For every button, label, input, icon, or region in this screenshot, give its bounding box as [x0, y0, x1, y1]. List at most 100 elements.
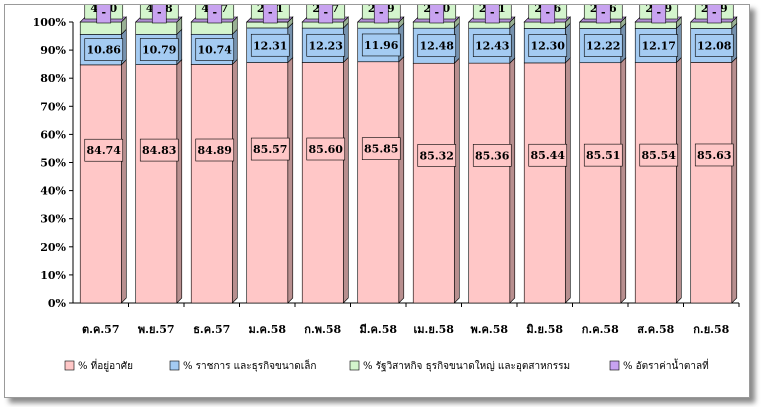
data-label-series-4-box: [262, 5, 278, 24]
data-label-series-1: 85.54: [642, 149, 677, 162]
data-label-series-2: 12.22: [586, 40, 620, 53]
legend-swatch-3: [349, 360, 360, 371]
data-label-series-4: -: [268, 6, 273, 19]
data-label-series-1-box: [417, 144, 457, 167]
data-label-series-4: -: [601, 6, 606, 19]
bar-side-1: [287, 56, 294, 304]
data-label-series-2-box: [472, 34, 512, 57]
legend-label-4: % อัตราค่าน้ำตาลที่: [623, 358, 709, 372]
data-label-series-2: 12.30: [531, 40, 566, 53]
data-label-series-1-box: [139, 138, 179, 162]
bar-side-1: [620, 56, 627, 304]
data-label-series-1: 85.63: [697, 149, 731, 162]
bar-segment-1: [79, 64, 122, 304]
data-label-series-4: -: [545, 6, 550, 19]
data-label-series-1-box: [583, 143, 623, 167]
data-label-series-2-box: [139, 38, 179, 61]
data-label-series-4: -: [379, 6, 384, 19]
data-label-series-2: 12.31: [253, 39, 287, 52]
data-label-series-1: 84.74: [87, 144, 122, 157]
legend-label-1: % ที่อยู่อาศัย: [78, 358, 133, 372]
bar-side-1: [675, 56, 682, 304]
data-label-series-1-box: [250, 137, 290, 161]
data-label-series-2: 10.74: [198, 43, 233, 56]
x-tick-label: มี.ค.58: [359, 323, 397, 336]
data-label-series-2-box: [639, 34, 679, 57]
data-label-series-2-box: [694, 34, 734, 57]
data-label-series-1-box: [361, 137, 401, 160]
bar-side-1: [453, 57, 460, 304]
y-tick-label: 40%: [40, 185, 66, 198]
bar-segment-1: [690, 62, 733, 304]
data-label-series-4-box: [96, 5, 112, 24]
data-label-series-1-box: [195, 138, 235, 162]
data-label-series-2-box: [195, 38, 235, 61]
data-label-series-2-box: [84, 38, 124, 61]
x-tick-label: ก.พ.58: [304, 323, 341, 336]
x-tick-label: ม.ค.58: [248, 323, 286, 336]
bars-layer: [79, 16, 738, 304]
legend-swatch-1: [64, 360, 75, 371]
y-tick-label: 100%: [33, 16, 67, 29]
bar-segment-1: [357, 61, 400, 304]
bar-segment-3: [190, 21, 233, 35]
x-tick-label: พ.ย.57: [138, 323, 175, 336]
data-label-series-2: 12.08: [697, 39, 732, 52]
bar-segment-3: [79, 21, 122, 35]
legend: % ที่อยู่อาศัย % ราชการ และธุรกิจขนาดเล็ก…: [64, 358, 709, 372]
y-tick-label: 90%: [40, 44, 66, 57]
data-label-series-4-box: [651, 5, 667, 24]
x-tick-label: ก.ย.58: [693, 323, 729, 336]
data-label-series-1-box: [472, 144, 512, 167]
legend-label-2: % ราชการ และธุรกิจขนาดเล็ก: [183, 358, 316, 372]
bar-segment-1: [301, 62, 344, 304]
data-label-series-4: -: [212, 6, 217, 19]
data-label-series-2-box: [361, 33, 401, 57]
data-label-series-4: -: [490, 6, 495, 19]
data-label-series-2-box: [417, 34, 457, 58]
data-label-series-2: 10.79: [142, 43, 176, 56]
y-tick-label: 10%: [40, 269, 66, 282]
data-label-series-2: 12.17: [642, 40, 676, 53]
x-tick-label: เม.ย.58: [414, 323, 455, 336]
legend-swatch-4: [609, 360, 620, 371]
x-tick-label: พ.ค.58: [470, 323, 508, 336]
data-label-series-4-box: [540, 5, 556, 24]
data-label-series-1-box: [694, 143, 734, 167]
legend-label-3: % รัฐวิสาหกิจ ธุรกิจขนาดใหญ่ และอุตสาหกร…: [363, 360, 570, 372]
y-tick-label: 70%: [40, 100, 66, 113]
data-label-series-4-box: [207, 5, 223, 24]
data-label-series-4-box: [484, 5, 500, 24]
data-label-series-4: -: [434, 6, 439, 19]
bar-segment-1: [468, 62, 511, 304]
data-label-series-1: 84.83: [142, 144, 176, 157]
data-label-series-2: 10.86: [87, 44, 122, 57]
data-label-series-1: 85.60: [309, 143, 344, 156]
bar-segment-1: [579, 62, 622, 304]
data-label-series-2: 12.48: [420, 40, 455, 53]
y-tick-label: 80%: [40, 72, 66, 85]
data-label-series-4-box: [706, 5, 722, 24]
data-label-series-1: 85.32: [420, 149, 454, 162]
data-label-series-1: 85.36: [475, 149, 510, 162]
bar-segment-1: [190, 64, 233, 304]
data-label-series-1-box: [528, 143, 568, 167]
axes: 0% 10% 20% 30% 40% 50% 60% 70% 80% 90% 100% ต.ค.57 พ…: [33, 16, 740, 336]
data-label-series-4: -: [157, 6, 162, 19]
bar-segment-1: [412, 62, 455, 304]
bar-segment-1: [523, 62, 566, 304]
data-label-series-2: 12.23: [309, 39, 343, 52]
bar-side-1: [564, 57, 571, 304]
data-label-series-4: -: [656, 6, 661, 19]
x-tick-label: ต.ค.57: [82, 323, 119, 336]
data-label-series-1: 85.44: [531, 149, 566, 162]
data-label-series-1-box: [639, 143, 679, 167]
data-label-series-2-box: [306, 33, 346, 57]
x-tick-label: ส.ค.58: [637, 323, 674, 336]
chart-frame: 0% 10% 20% 30% 40% 50% 60% 70% 80% 90% 100% ต.ค.57 พ…: [4, 4, 750, 398]
bar-side-1: [509, 57, 516, 304]
y-tick-label: 60%: [40, 128, 66, 141]
data-label-series-2: 12.43: [475, 40, 509, 53]
data-label-series-4: -: [712, 6, 717, 19]
legend-swatch-2: [169, 360, 180, 371]
